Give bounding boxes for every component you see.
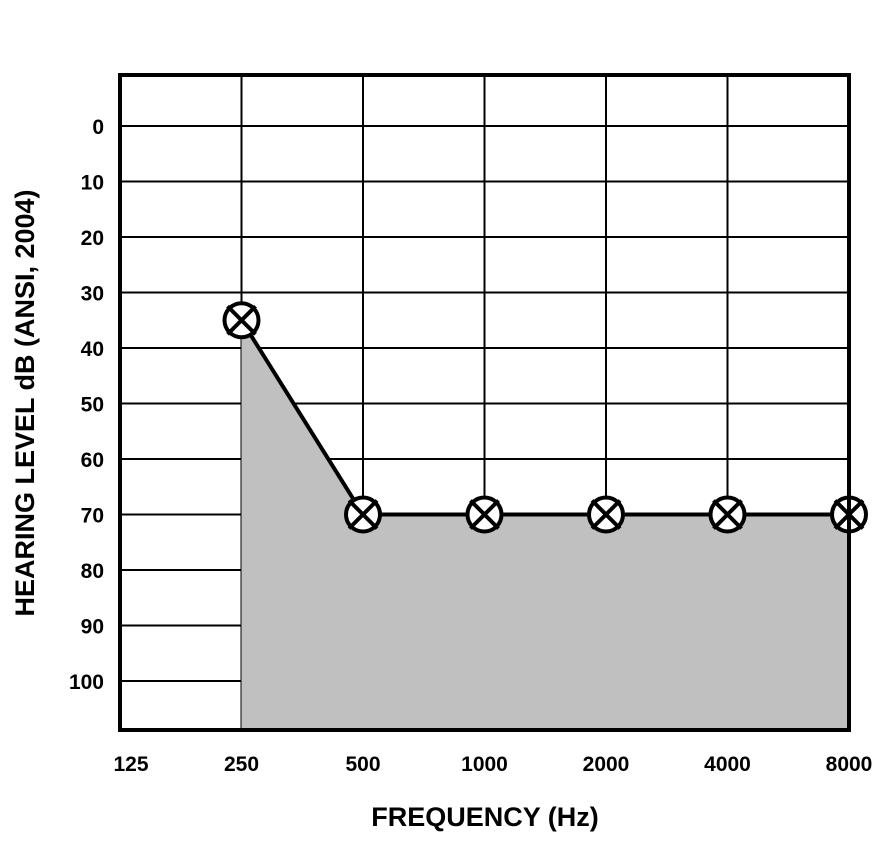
- y-axis-tick-labels: 0 10 20 30 40 50 60 70 80 90 100: [69, 116, 104, 694]
- plot-frame: [118, 73, 851, 732]
- x-tick-label: 4000: [704, 753, 751, 776]
- y-tick-label: 80: [81, 560, 104, 583]
- x-axis-title: FREQUENCY (Hz): [371, 802, 599, 832]
- x-tick-label: 2000: [583, 753, 630, 776]
- y-tick-label: 0: [92, 116, 104, 139]
- circled-x-marker: [587, 495, 625, 534]
- y-tick-label: 20: [81, 227, 104, 250]
- y-tick-label: 40: [81, 338, 104, 361]
- y-tick-label: 100: [69, 671, 104, 694]
- x-tick-label: 250: [224, 753, 259, 776]
- y-tick-label: 30: [81, 283, 104, 306]
- threshold-line: [239, 319, 849, 517]
- circled-x-marker: [222, 301, 261, 340]
- circled-x-marker: [344, 495, 382, 534]
- y-tick-label: 90: [81, 616, 104, 639]
- x-tick-label: 8000: [826, 753, 873, 776]
- x-tick-label: 500: [345, 753, 380, 776]
- y-tick-label: 10: [81, 172, 104, 195]
- x-tick-label: 1000: [461, 753, 508, 776]
- circled-x-marker: [708, 495, 747, 534]
- circled-x-marker: [465, 495, 504, 534]
- marker-cross-line: [469, 499, 500, 530]
- shaded-area: [241, 320, 849, 730]
- y-tick-label: 50: [81, 394, 104, 417]
- marker-cross-line: [712, 499, 743, 530]
- marker-cross-line: [590, 499, 622, 530]
- threshold-polyline: [239, 319, 849, 517]
- x-tick-label: 125: [113, 753, 148, 776]
- y-tick-label: 60: [81, 449, 104, 472]
- y-tick-label: 70: [81, 505, 104, 528]
- shaded-hearing-loss-region: [241, 320, 849, 730]
- marker-cross-line: [347, 499, 379, 530]
- data-markers: [222, 301, 868, 534]
- marker-cross-line: [226, 304, 257, 336]
- y-axis-title: HEARING LEVEL dB (ANSI, 2004): [10, 189, 40, 616]
- x-axis-tick-labels: 125 250 500 1000 2000 4000 8000: [113, 753, 872, 776]
